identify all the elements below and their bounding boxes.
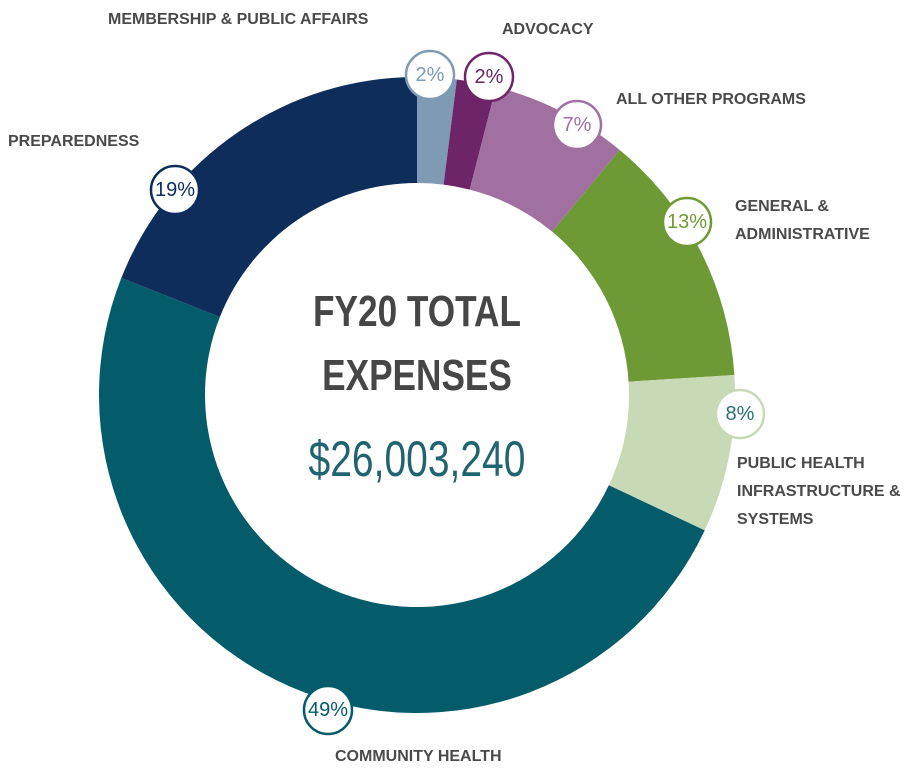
donut-segment (608, 375, 735, 531)
category-label: GENERAL & ADMINISTRATIVE (735, 198, 870, 243)
value-label: 8% (726, 403, 755, 425)
value-label: 2% (416, 64, 445, 86)
donut-segment (121, 77, 417, 317)
value-label: 13% (667, 211, 707, 233)
value-bubble (404, 49, 456, 101)
category-label: ALL OTHER PROGRAMS (616, 91, 806, 108)
value-bubble (551, 99, 603, 151)
donut-segment (99, 277, 705, 713)
value-label: 2% (475, 66, 504, 88)
value-label: 7% (563, 114, 592, 136)
value-bubble (714, 388, 766, 440)
value-label: 19% (155, 179, 195, 201)
category-label: MEMBERSHIP & PUBLIC AFFAIRS (108, 11, 369, 28)
donut-segment (552, 149, 735, 382)
category-label: ADVOCACY (502, 21, 594, 38)
total-amount: $26,003,240 (308, 431, 526, 487)
value-bubble (149, 164, 201, 216)
donut-segment (443, 79, 497, 190)
value-label: 49% (308, 699, 348, 721)
category-label: PUBLIC HEALTH INFRASTRUCTURE & SYSTEMS (737, 455, 901, 528)
donut-segment (417, 77, 457, 185)
chart-title: FY20 TOTAL EXPENSES (313, 287, 521, 400)
category-label: PREPAREDNESS (8, 133, 140, 150)
donut-segment (469, 86, 620, 232)
value-bubble (661, 196, 713, 248)
value-bubble (302, 684, 354, 736)
value-bubble (463, 51, 515, 103)
category-label: COMMUNITY HEALTH (335, 748, 502, 765)
